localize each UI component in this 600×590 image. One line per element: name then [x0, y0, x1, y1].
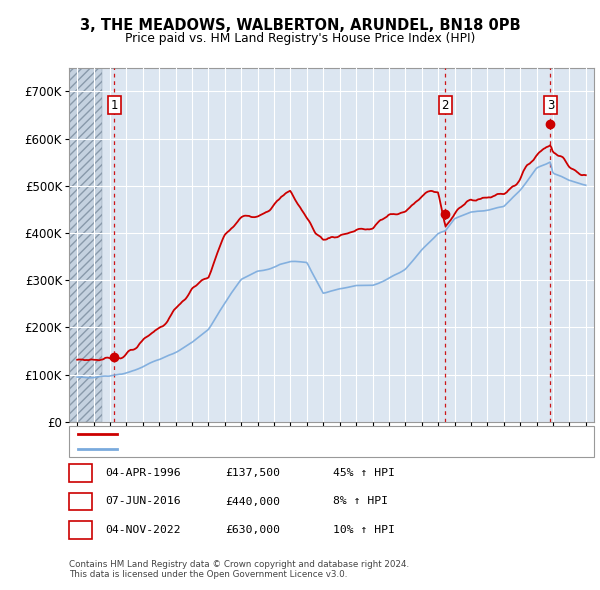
Text: 2: 2: [442, 99, 449, 112]
Text: 3: 3: [77, 523, 84, 536]
Text: 8% ↑ HPI: 8% ↑ HPI: [333, 497, 388, 506]
Text: 2: 2: [77, 495, 84, 508]
Text: £630,000: £630,000: [225, 525, 280, 535]
Text: Price paid vs. HM Land Registry's House Price Index (HPI): Price paid vs. HM Land Registry's House …: [125, 32, 475, 45]
Text: 10% ↑ HPI: 10% ↑ HPI: [333, 525, 395, 535]
Text: 04-NOV-2022: 04-NOV-2022: [105, 525, 181, 535]
Text: 07-JUN-2016: 07-JUN-2016: [105, 497, 181, 506]
Text: 1: 1: [77, 467, 84, 480]
Text: HPI: Average price, detached house, Arun: HPI: Average price, detached house, Arun: [123, 444, 351, 454]
Text: £137,500: £137,500: [225, 468, 280, 478]
Bar: [69, 68, 102, 422]
Text: 1: 1: [110, 99, 118, 112]
Text: Contains HM Land Registry data © Crown copyright and database right 2024.
This d: Contains HM Land Registry data © Crown c…: [69, 560, 409, 579]
Bar: [69, 68, 102, 422]
Text: 3: 3: [547, 99, 554, 112]
Text: 3, THE MEADOWS, WALBERTON, ARUNDEL, BN18 0PB (detached house): 3, THE MEADOWS, WALBERTON, ARUNDEL, BN18…: [123, 429, 517, 439]
Text: £440,000: £440,000: [225, 497, 280, 506]
Text: 3, THE MEADOWS, WALBERTON, ARUNDEL, BN18 0PB: 3, THE MEADOWS, WALBERTON, ARUNDEL, BN18…: [80, 18, 520, 32]
Text: 45% ↑ HPI: 45% ↑ HPI: [333, 468, 395, 478]
Text: 04-APR-1996: 04-APR-1996: [105, 468, 181, 478]
